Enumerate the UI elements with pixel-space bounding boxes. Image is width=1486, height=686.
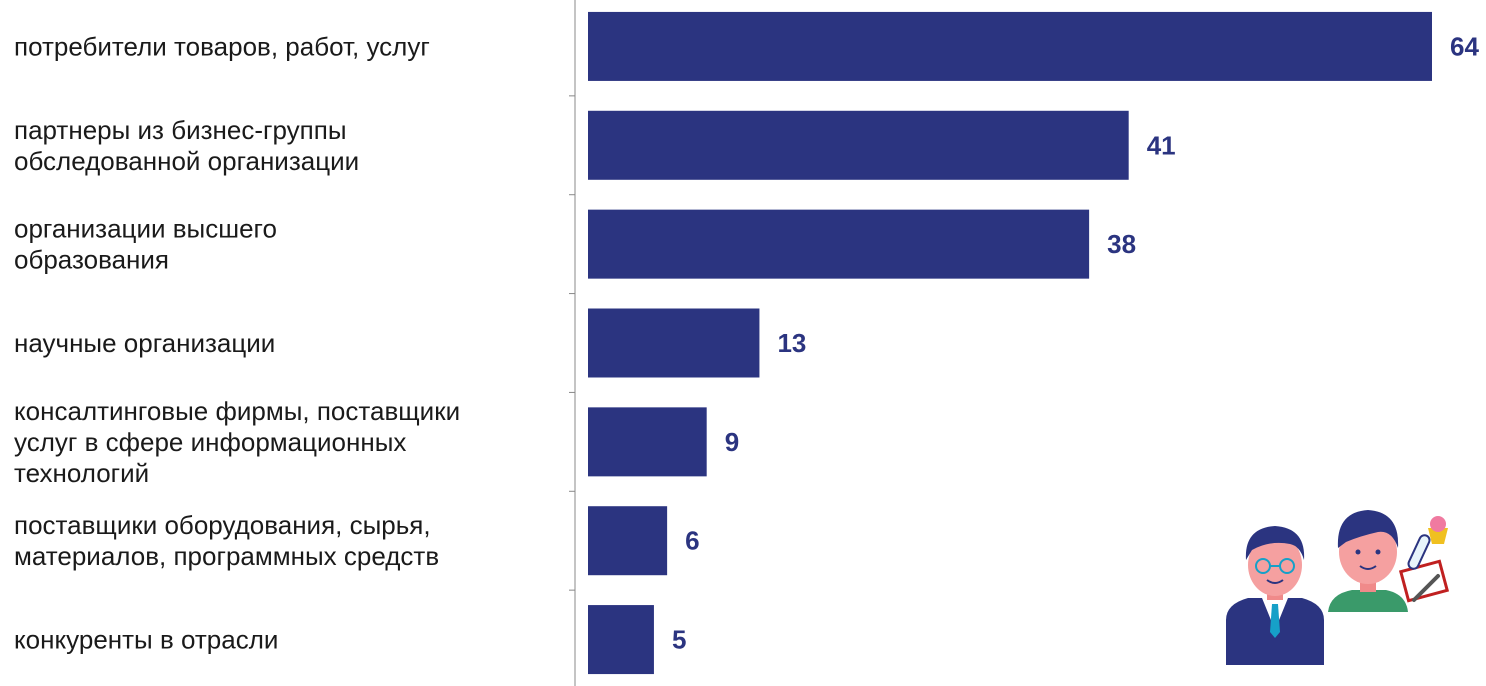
category-label: консалтинговые фирмы, поставщики услуг в … (14, 396, 460, 488)
category-label-line: услуг в сфере информационных (14, 427, 406, 457)
category-label: конкуренты в отрасли (14, 625, 278, 655)
data-label: 13 (777, 328, 806, 358)
left-person-smile (1266, 579, 1284, 584)
category-label-line: конкуренты в отрасли (14, 625, 278, 655)
category-axis (569, 0, 576, 686)
cupcake-top-icon (1430, 516, 1446, 532)
category-label-line: партнеры из бизнес-группы (14, 115, 347, 145)
right-person-shirt (1328, 590, 1408, 612)
data-label: 64 (1450, 31, 1479, 61)
category-label-line: материалов, программных средств (14, 541, 439, 571)
category-label: потребители товаров, работ, услуг (14, 31, 430, 61)
bar (588, 209, 1090, 279)
left-person-tie (1270, 604, 1280, 638)
value-labels: 64 41 38 13 9 6 5 (672, 31, 1480, 654)
data-label: 6 (685, 526, 699, 556)
category-label-line: консалтинговые фирмы, поставщики (14, 396, 460, 426)
right-person-smile (1359, 565, 1377, 570)
category-label: поставщики оборудования, сырья, материало… (14, 510, 439, 571)
wrench-icon (1412, 574, 1440, 602)
category-label-line: потребители товаров, работ, услуг (14, 31, 430, 61)
category-label: научные организации (14, 328, 275, 358)
category-labels: потребители товаров, работ, услуг партнер… (14, 31, 460, 654)
category-label-line: технологий (14, 458, 149, 488)
right-person-eye-right (1375, 549, 1381, 555)
category-label-line: поставщики оборудования, сырья, (14, 510, 431, 540)
data-label: 41 (1147, 130, 1176, 160)
bar (588, 308, 760, 378)
right-person-eye-left (1355, 549, 1361, 555)
bars (588, 11, 1432, 675)
category-label-line: научные организации (14, 328, 275, 358)
data-label: 9 (725, 427, 739, 457)
left-person-hair (1245, 526, 1305, 560)
category-label: партнеры из бизнес-группы обследованной о… (14, 115, 359, 176)
cupcake-icon (1428, 528, 1448, 544)
people-researchers-icon (1226, 510, 1450, 665)
category-label-line: организации высшего (14, 214, 277, 244)
bar (588, 506, 668, 576)
right-person-hair (1337, 510, 1399, 548)
notebook-icon (1398, 559, 1450, 603)
category-label: организации высшего образования (14, 214, 277, 275)
bar (588, 605, 654, 675)
bar (588, 11, 1432, 81)
data-label: 5 (672, 625, 686, 655)
category-label-line: обследованной организации (14, 146, 359, 176)
bar (588, 407, 707, 477)
category-label-line: образования (14, 245, 169, 275)
data-label: 38 (1107, 229, 1136, 259)
bar (588, 110, 1129, 180)
test-tube-icon (1407, 534, 1431, 570)
